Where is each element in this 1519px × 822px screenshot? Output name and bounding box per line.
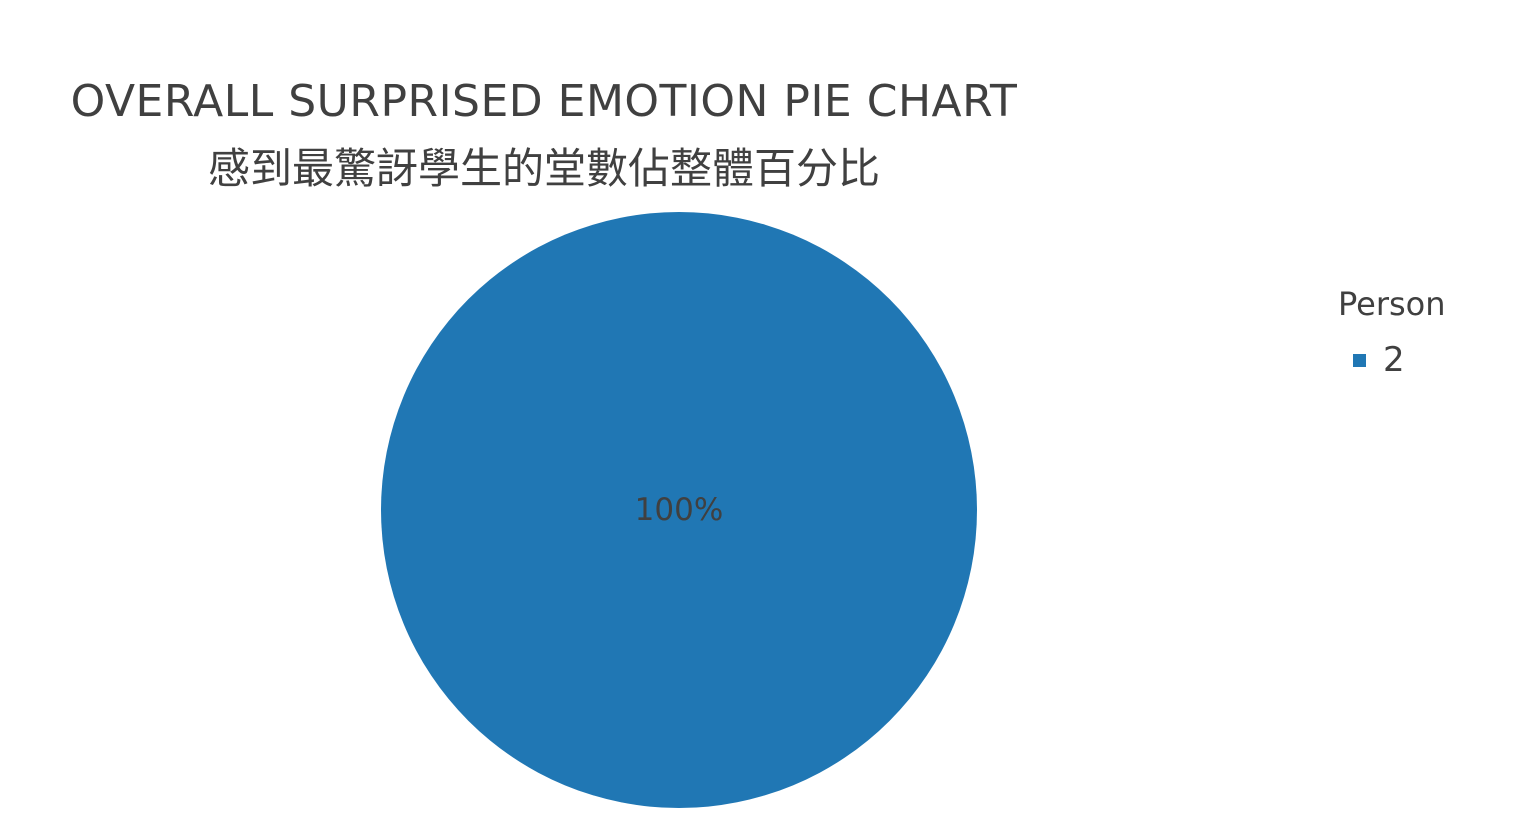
legend-label: 2 [1383,340,1405,380]
chart-title-english: OVERALL SURPRISED EMOTION PIE CHART [70,76,1018,127]
legend: Person 2 [1338,282,1446,382]
chart-title: OVERALL SURPRISED EMOTION PIE CHART 感到最驚… [0,70,1180,204]
data-label-2: 100% [635,492,724,528]
chart-subtitle-chinese: 感到最驚訝學生的堂數佔整體百分比 [207,144,880,193]
legend-item-2[interactable]: 2 [1338,338,1446,382]
legend-swatch [1353,353,1366,367]
pie-slice-2[interactable] [381,212,977,808]
legend-title: Person [1338,285,1446,323]
